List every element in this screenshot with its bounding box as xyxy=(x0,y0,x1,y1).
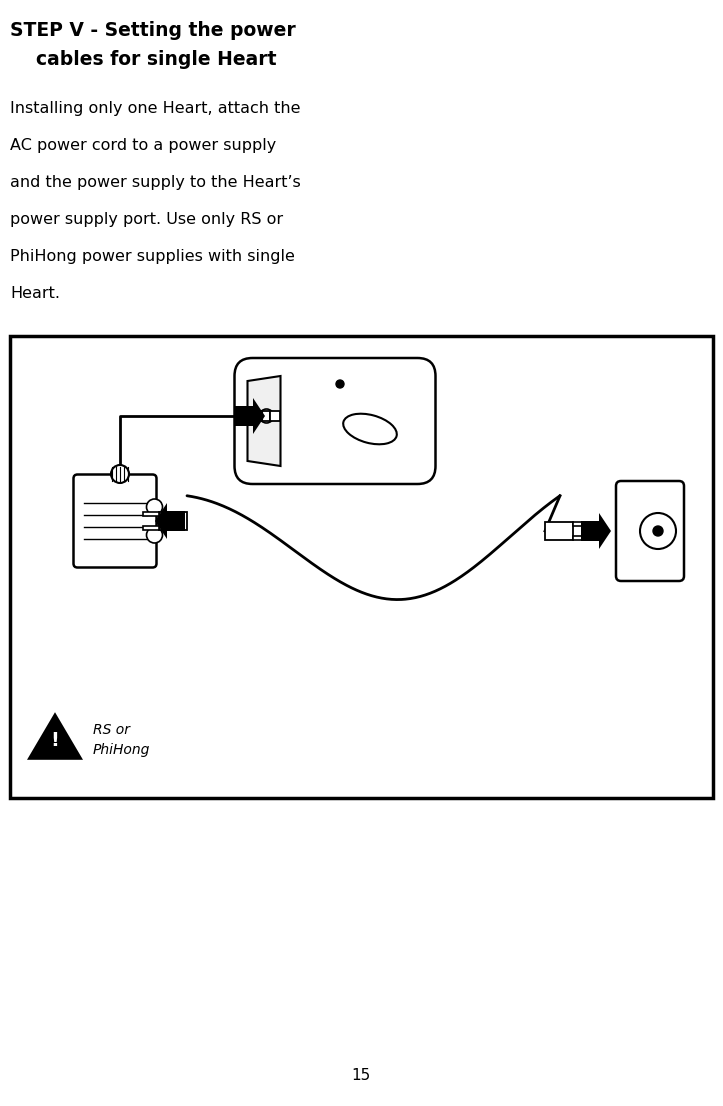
Polygon shape xyxy=(143,526,159,530)
Polygon shape xyxy=(155,503,185,539)
Polygon shape xyxy=(235,398,265,434)
Circle shape xyxy=(640,513,676,549)
Circle shape xyxy=(260,409,273,422)
Text: AC power cord to a power supply: AC power cord to a power supply xyxy=(10,138,276,153)
Text: PhiHong power supplies with single: PhiHong power supplies with single xyxy=(10,249,295,264)
Text: Installing only one Heart, attach the: Installing only one Heart, attach the xyxy=(10,101,301,116)
Text: !: ! xyxy=(51,731,59,751)
Bar xyxy=(10,336,713,799)
Polygon shape xyxy=(270,411,280,421)
FancyBboxPatch shape xyxy=(616,481,684,581)
Text: RS or: RS or xyxy=(93,723,130,737)
Text: cables for single Heart: cables for single Heart xyxy=(10,50,276,69)
Text: and the power supply to the Heart’s: and the power supply to the Heart’s xyxy=(10,175,301,190)
Polygon shape xyxy=(545,522,573,540)
Circle shape xyxy=(336,380,344,388)
Ellipse shape xyxy=(343,414,397,445)
Text: STEP V - Setting the power: STEP V - Setting the power xyxy=(10,21,296,40)
FancyBboxPatch shape xyxy=(234,358,435,484)
Circle shape xyxy=(653,526,663,536)
Text: Heart.: Heart. xyxy=(10,286,60,301)
Text: PhiHong: PhiHong xyxy=(93,743,150,757)
Polygon shape xyxy=(581,513,611,549)
Circle shape xyxy=(147,526,163,543)
FancyBboxPatch shape xyxy=(74,474,156,567)
Circle shape xyxy=(147,499,163,515)
Polygon shape xyxy=(247,376,281,466)
Polygon shape xyxy=(242,411,270,421)
Polygon shape xyxy=(573,536,589,540)
Polygon shape xyxy=(159,512,187,530)
Text: power supply port. Use only RS or: power supply port. Use only RS or xyxy=(10,212,283,227)
Polygon shape xyxy=(27,712,83,760)
Polygon shape xyxy=(143,512,159,517)
Circle shape xyxy=(111,465,129,483)
Text: 15: 15 xyxy=(351,1068,371,1084)
Polygon shape xyxy=(573,522,589,526)
